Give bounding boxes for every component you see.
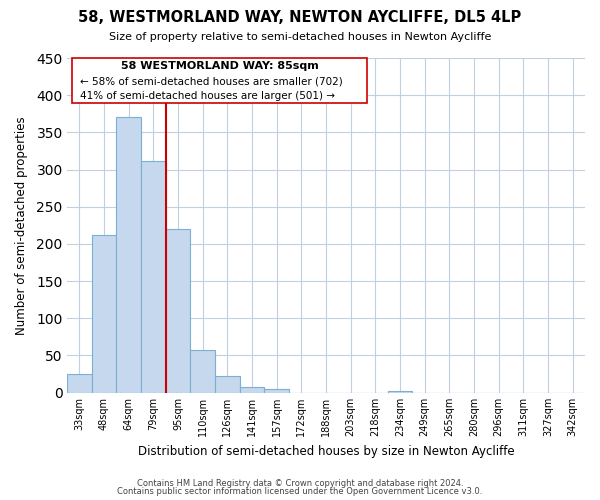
Text: 58, WESTMORLAND WAY, NEWTON AYCLIFFE, DL5 4LP: 58, WESTMORLAND WAY, NEWTON AYCLIFFE, DL…: [79, 10, 521, 25]
Bar: [215, 376, 239, 392]
FancyBboxPatch shape: [72, 58, 367, 103]
Y-axis label: Number of semi-detached properties: Number of semi-detached properties: [15, 116, 28, 334]
Bar: [92, 235, 116, 392]
Text: Size of property relative to semi-detached houses in Newton Aycliffe: Size of property relative to semi-detach…: [109, 32, 491, 42]
Text: ← 58% of semi-detached houses are smaller (702): ← 58% of semi-detached houses are smalle…: [80, 76, 343, 86]
X-axis label: Distribution of semi-detached houses by size in Newton Aycliffe: Distribution of semi-detached houses by …: [137, 444, 514, 458]
Bar: [141, 162, 166, 392]
Text: Contains HM Land Registry data © Crown copyright and database right 2024.: Contains HM Land Registry data © Crown c…: [137, 478, 463, 488]
Bar: [116, 118, 141, 392]
Bar: [239, 386, 264, 392]
Bar: [388, 391, 412, 392]
Text: Contains public sector information licensed under the Open Government Licence v3: Contains public sector information licen…: [118, 487, 482, 496]
Bar: [190, 350, 215, 393]
Bar: [67, 374, 92, 392]
Text: 41% of semi-detached houses are larger (501) →: 41% of semi-detached houses are larger (…: [80, 92, 335, 102]
Bar: [166, 229, 190, 392]
Bar: [264, 389, 289, 392]
Text: 58 WESTMORLAND WAY: 85sqm: 58 WESTMORLAND WAY: 85sqm: [121, 60, 319, 70]
